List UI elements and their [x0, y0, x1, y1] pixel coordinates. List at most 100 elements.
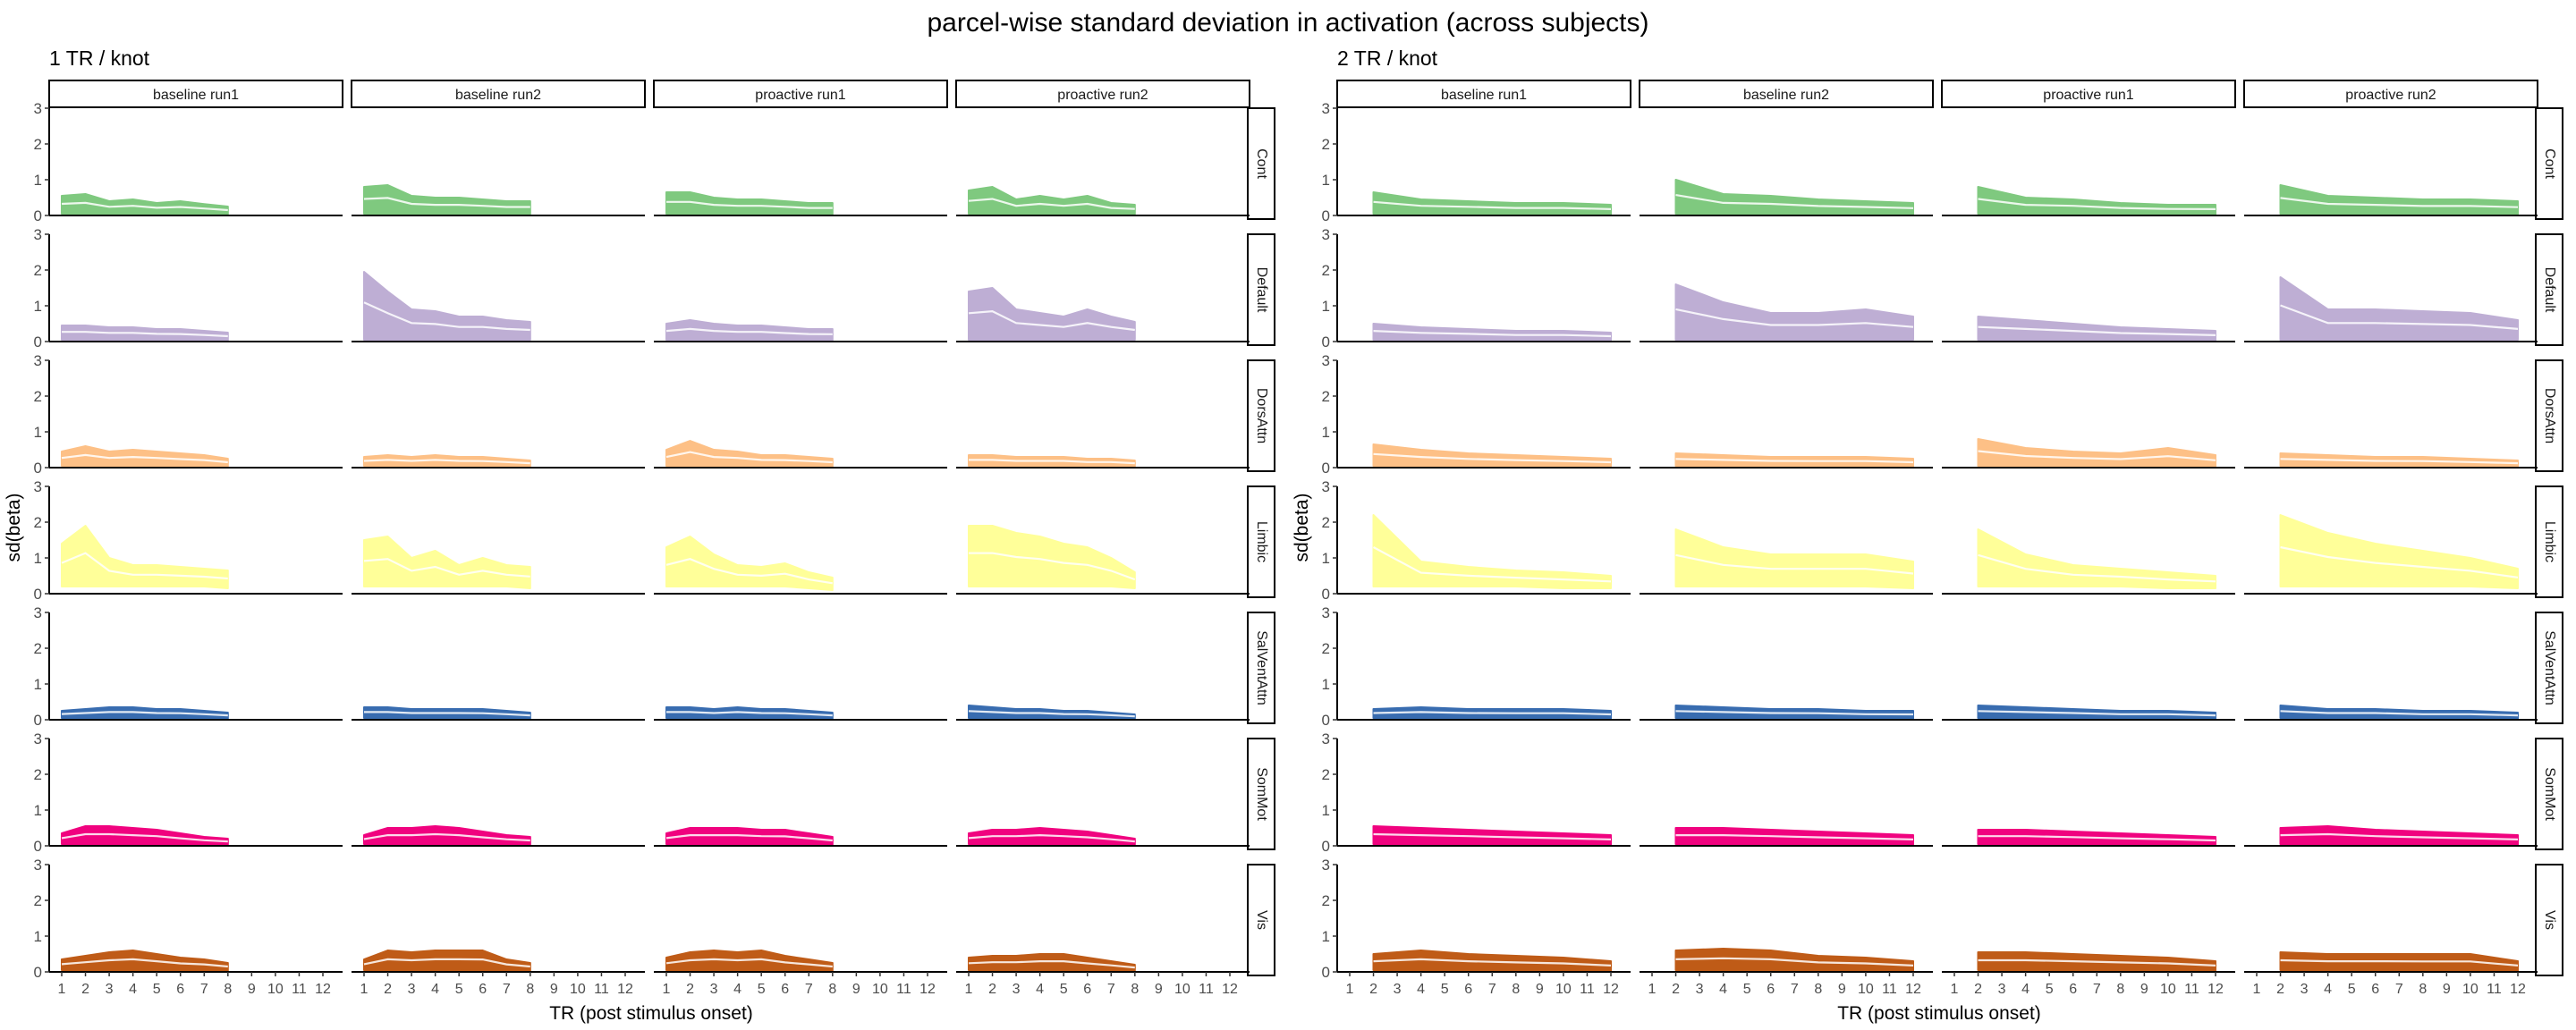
x-tick-label: 7: [200, 982, 208, 997]
x-tick-label: 5: [1441, 982, 1449, 997]
parcel-line-gap: [968, 309, 1135, 332]
row-strip: [2535, 864, 2563, 976]
y-tick-label: 1: [34, 928, 42, 945]
x-tick-label: 5: [455, 982, 463, 997]
x-tick-label: 2: [1369, 982, 1377, 997]
x-tick-label: 3: [710, 982, 718, 997]
y-tick-label: 0: [34, 712, 42, 729]
y-tick-label: 2: [34, 640, 42, 657]
parcel-line-gap: [1978, 958, 2216, 967]
x-tick-label: 12: [1603, 982, 1619, 997]
x-tick-label: 11: [2184, 982, 2199, 997]
parcel-line-gap: [2280, 958, 2519, 967]
row-strip-label: DorsAttn: [2542, 388, 2557, 443]
y-tick-label: 1: [1322, 298, 1330, 315]
y-tick-label: 2: [1322, 136, 1330, 153]
row-strip: [2535, 107, 2563, 220]
x-tick-label: 8: [526, 982, 534, 997]
row-strip: [2535, 485, 2563, 598]
series-band-sommot: [1372, 825, 1612, 846]
column-strip: [955, 80, 1250, 108]
y-tick-label: 0: [1322, 333, 1330, 350]
x-tick-label: 4: [2021, 982, 2029, 997]
parcel-line-gap: [62, 331, 228, 338]
series-band-cont: [61, 193, 229, 215]
x-tick-label: 12: [617, 982, 633, 997]
x-tick-label: 10: [2160, 982, 2176, 997]
parcel-line-gap: [363, 832, 530, 842]
y-tick-label: 1: [1322, 802, 1330, 819]
x-tick-label: 1: [1346, 982, 1354, 997]
y-tick-label: 1: [1322, 550, 1330, 567]
parcel-line-gap: [1978, 325, 2216, 336]
x-tick-label: 11: [292, 982, 307, 997]
x-tick-label: 3: [106, 982, 114, 997]
parcel-line-gap: [1675, 458, 1914, 464]
parcel-line-gap: [665, 833, 833, 842]
column-strip: [1336, 80, 1631, 108]
y-tick-label: 3: [1322, 226, 1330, 243]
x-tick-label: 7: [2093, 982, 2101, 997]
x-tick-label: 10: [267, 982, 284, 997]
y-axis-title: sd(beta): [4, 493, 24, 561]
series-band-limbic: [363, 536, 531, 589]
x-tick-label: 8: [2419, 982, 2427, 997]
x-tick-label: 8: [1512, 982, 1520, 997]
row-strip-label: Cont: [2542, 148, 2557, 179]
parcel-line-gap: [2280, 832, 2519, 840]
y-tick-label: 2: [34, 514, 42, 531]
parcel-line-gap: [1978, 450, 2216, 461]
y-tick-label: 3: [34, 226, 42, 243]
column-strip-label: proactive run2: [2345, 88, 2436, 103]
series-band-default: [1372, 323, 1612, 342]
x-tick-label: 6: [1464, 982, 1472, 997]
series-band-limbic: [61, 525, 229, 589]
x-tick-label: 3: [408, 982, 416, 997]
row-strip-label: Limbic: [1254, 521, 1269, 562]
x-tick-label: 4: [129, 982, 137, 997]
x-tick-label: 10: [872, 982, 888, 997]
y-tick-label: 3: [1322, 478, 1330, 495]
parcel-line-gap: [1675, 553, 1914, 575]
series-band-vis: [363, 950, 531, 972]
parcel-line-gap: [1675, 308, 1914, 328]
column-strip-label: baseline run2: [455, 88, 541, 103]
row-strip-label: SalVentAttn: [1254, 630, 1269, 705]
x-tick-label: 6: [1767, 982, 1775, 997]
y-tick-label: 3: [34, 478, 42, 495]
y-tick-label: 1: [34, 550, 42, 567]
series-band-dorsattn: [61, 445, 229, 468]
x-tick-label: 10: [1858, 982, 1874, 997]
x-tick-label: 1: [1951, 982, 1959, 997]
series-band-cont: [665, 191, 834, 215]
x-axis-title: TR (post stimulus onset): [1837, 1003, 2041, 1024]
y-tick-label: 0: [1322, 712, 1330, 729]
y-tick-label: 0: [1322, 838, 1330, 855]
x-tick-label: 5: [153, 982, 161, 997]
series-band-vis: [1674, 948, 1914, 972]
parcel-line-gap: [969, 552, 1136, 581]
series-band-cont: [968, 186, 1136, 215]
row-strip: [2535, 233, 2563, 346]
parcel-line-gap: [2280, 545, 2519, 578]
x-tick-label: 1: [360, 982, 369, 997]
series-band-default: [665, 319, 834, 342]
row-strip-label: SomMot: [2542, 767, 2557, 821]
parcel-line-gap: [1675, 194, 1914, 209]
x-tick-label: 2: [1672, 982, 1680, 997]
y-tick-label: 3: [34, 100, 42, 117]
series-band-default: [968, 287, 1136, 341]
row-strip-label: Default: [1254, 267, 1269, 313]
series-band-limbic: [665, 536, 834, 591]
parcel-line-gap: [61, 832, 228, 843]
series-band-limbic: [1674, 528, 1914, 589]
x-tick-label: 11: [1199, 982, 1214, 997]
x-tick-label: 8: [2116, 982, 2124, 997]
x-tick-label: 12: [1222, 982, 1238, 997]
series-band-salventattn: [1674, 705, 1914, 720]
x-tick-label: 6: [176, 982, 184, 997]
row-strip-label: SomMot: [1254, 767, 1269, 821]
row-strip: [2535, 738, 2563, 850]
parcel-line-gap: [666, 200, 833, 209]
x-tick-label: 10: [1555, 982, 1572, 997]
